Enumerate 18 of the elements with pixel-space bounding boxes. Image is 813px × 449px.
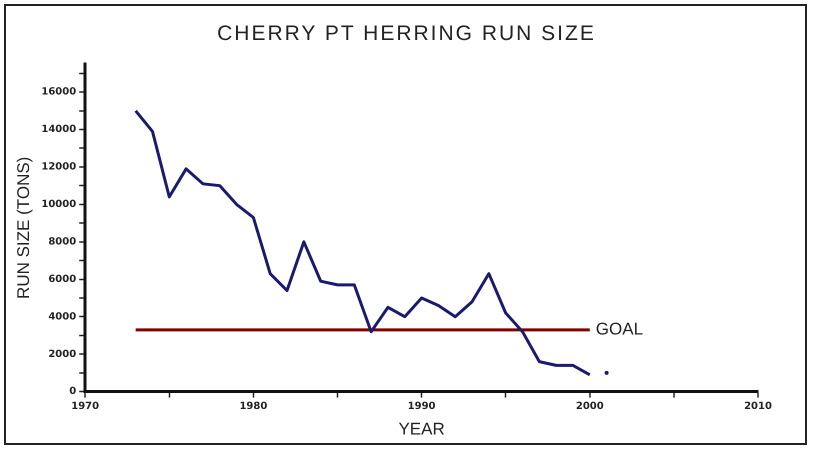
x-axis-title: YEAR — [398, 419, 445, 438]
x-tick-label: 1970 — [71, 401, 100, 412]
y-tick-label: 16000 — [41, 86, 76, 98]
y-tick-label: 10000 — [41, 198, 76, 210]
x-tick-label: 2010 — [744, 401, 772, 412]
series-label: GOAL — [596, 320, 644, 339]
chart-title: CHERRY PT HERRING RUN SIZE — [216, 22, 597, 46]
y-tick-label: 4000 — [48, 311, 76, 322]
x-tick-label: 1980 — [239, 401, 268, 412]
y-tick-label: 8000 — [48, 236, 76, 248]
y-tick-label: 14000 — [41, 124, 76, 136]
y-tick-label: 12000 — [41, 162, 76, 173]
x-tick-label: 1990 — [408, 401, 436, 412]
x-tick-label: 2000 — [576, 401, 604, 412]
y-tick-label: 2000 — [48, 348, 76, 360]
y-axis-title: RUN SIZE (TONS) — [14, 156, 33, 299]
y-tick-label: 6000 — [48, 274, 76, 285]
y-tick-label: 0 — [69, 386, 76, 398]
